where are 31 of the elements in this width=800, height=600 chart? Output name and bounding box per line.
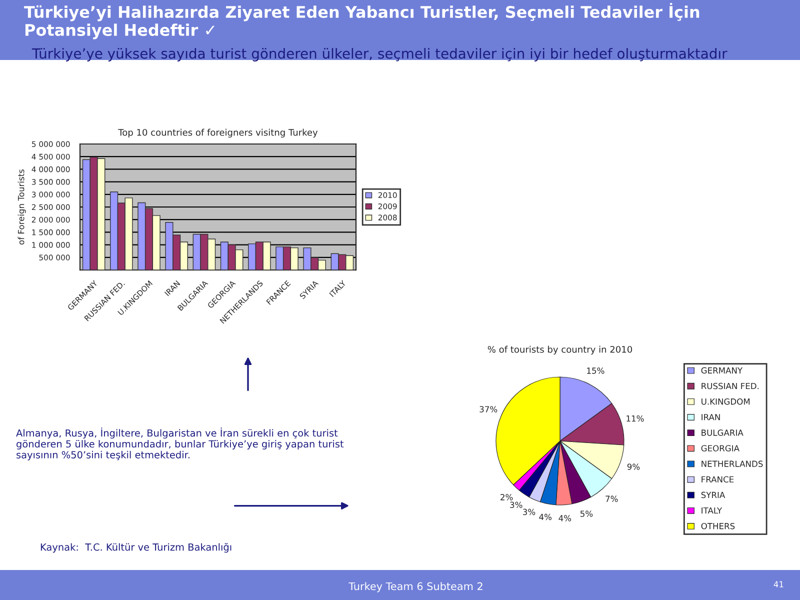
data-label: 4% xyxy=(539,514,552,520)
text: Türkiye’yi Halihazırda Ziyaret Eden Yabancı Turistler, Seçmeli Tedaviler İçin Potansiyel Hedeftir ✓ xyxy=(24,3,700,40)
legend-label: ITALY xyxy=(702,507,722,514)
data-label: 11% xyxy=(626,415,644,422)
legend-label: IRAN xyxy=(702,414,720,420)
data-label: 15% xyxy=(587,368,604,374)
data-label: 37% xyxy=(480,406,498,412)
legend-label: U.KINGDOM xyxy=(702,398,750,405)
text: Turkey Team 6 Subteam 2 xyxy=(348,582,482,592)
chart-title: % of tourists by country in 2010 xyxy=(488,346,632,355)
legend-label: FRANCE xyxy=(702,476,734,483)
text: 41 xyxy=(774,581,784,588)
data-label: 9% xyxy=(627,464,640,470)
text: Kaynak: T.C. Kültür ve Turizm Bakanlığı xyxy=(40,542,232,553)
legend-label: BULGARIA xyxy=(702,430,744,436)
data-label: 3% xyxy=(523,508,536,516)
data-label: 5% xyxy=(580,510,593,517)
legend-label: NETHERLANDS xyxy=(702,460,763,467)
data-label: 3% xyxy=(510,502,522,508)
y-axis-title: of Foreign Tourists xyxy=(18,169,26,244)
chart-title: Top 10 countries of foreigners visitng Turkey xyxy=(118,128,318,138)
text: Türkiye’ye yüksek sayıda turist gönderen ülkeler, seçmeli tedaviler için iyi bir hedef oluşturmaktadır xyxy=(32,48,728,62)
legend-label: SYRIA xyxy=(701,492,726,498)
data-label: 2% xyxy=(500,494,513,500)
legend-label: GERMANY xyxy=(701,367,743,374)
data-label: 7% xyxy=(606,496,618,502)
legend-label: RUSSIAN FED. xyxy=(702,382,759,390)
legend-label: GEORGIA xyxy=(701,445,740,452)
legend-label: OTHERS xyxy=(701,522,735,530)
data-label: 4% xyxy=(558,515,572,522)
text: Almanya, Rusya, İngiltere, Bulgaristan ve İran sürekli en çok turist gönderen 5 ülke konumundadır, bunlar Türkiye’ye giriş yapan turist sayısının %50’sini teşkil etmektedir. xyxy=(16,428,344,460)
